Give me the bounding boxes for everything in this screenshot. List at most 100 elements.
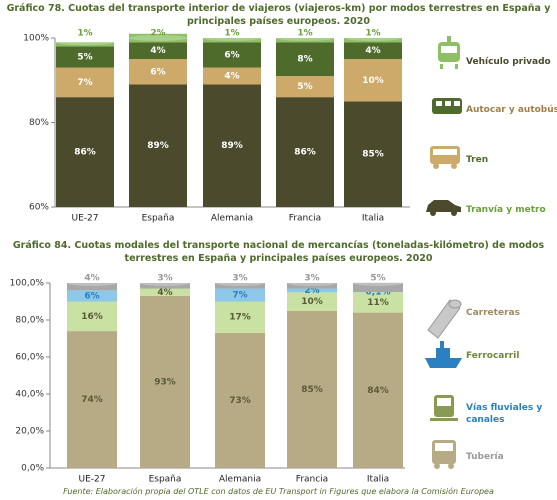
data-label: 3% bbox=[232, 274, 247, 284]
bar-top bbox=[215, 280, 265, 286]
bar-segment bbox=[129, 59, 187, 85]
data-label: 4% bbox=[365, 46, 380, 56]
chart-title: Gráfico 78. Cuotas del transporte interi… bbox=[6, 3, 551, 27]
bar-segment bbox=[276, 76, 334, 98]
data-label: 7% bbox=[77, 78, 92, 88]
icon-ship bbox=[425, 341, 462, 368]
data-label: 1% bbox=[77, 29, 92, 39]
bar-segment bbox=[56, 67, 114, 98]
x-tick-label: UE-27 bbox=[79, 475, 106, 485]
bar-top bbox=[203, 35, 261, 41]
bar-segment bbox=[203, 38, 261, 43]
data-label: 7% bbox=[232, 291, 247, 301]
data-label: 5% bbox=[297, 82, 312, 92]
y-tick-label: 40,0% bbox=[15, 390, 44, 400]
bar-segment bbox=[67, 290, 117, 302]
bar-top bbox=[140, 280, 190, 286]
data-label: 4% bbox=[84, 274, 99, 284]
bar-segment bbox=[140, 288, 190, 296]
x-tick-label: Alemania bbox=[211, 214, 253, 224]
data-label: 4% bbox=[150, 46, 165, 56]
bar-segment bbox=[215, 288, 265, 302]
legend-entry: Tubería bbox=[466, 452, 504, 462]
data-label: 2% bbox=[304, 286, 319, 296]
legend-entry: Vehículo privado bbox=[466, 57, 551, 67]
data-label: 5% bbox=[370, 274, 385, 284]
bar-segment bbox=[203, 42, 261, 68]
data-label: 86% bbox=[294, 148, 316, 158]
data-label: 5% bbox=[77, 53, 92, 63]
bar-segment bbox=[215, 283, 265, 289]
bar-segment bbox=[344, 42, 402, 60]
bar-top bbox=[276, 35, 334, 41]
bar-top bbox=[56, 39, 114, 46]
data-label: 3% bbox=[304, 274, 319, 284]
icon-train bbox=[432, 98, 462, 114]
legend-entry: Tranvía y metro bbox=[466, 205, 546, 215]
legend-entry: Ferrocarril bbox=[466, 351, 520, 361]
data-label: 1% bbox=[224, 29, 239, 39]
bar-top bbox=[129, 35, 187, 41]
data-label: 4% bbox=[224, 72, 239, 82]
data-label: 93% bbox=[154, 377, 176, 387]
data-label: 4% bbox=[157, 288, 172, 298]
legend-entry: Carreteras bbox=[466, 308, 520, 318]
bar-segment bbox=[276, 97, 334, 207]
bar-segment bbox=[344, 101, 402, 207]
y-tick-label: 60% bbox=[29, 203, 49, 213]
data-label: 2% bbox=[150, 29, 165, 39]
data-label: 85% bbox=[301, 385, 323, 395]
icon-pipe bbox=[427, 299, 462, 339]
x-tick-label: Francia bbox=[296, 475, 328, 485]
bar-top bbox=[344, 35, 402, 41]
bar-segment bbox=[140, 295, 190, 468]
data-label: 86% bbox=[74, 148, 96, 158]
bar-segment bbox=[353, 312, 403, 468]
y-tick-label: 60,0% bbox=[15, 353, 44, 363]
bar-top bbox=[353, 280, 403, 286]
bar-segment bbox=[287, 288, 337, 293]
bar-segment bbox=[353, 282, 403, 293]
bar-segment bbox=[67, 301, 117, 332]
data-label: 85% bbox=[362, 150, 384, 160]
bar-segment bbox=[276, 42, 334, 77]
x-tick-label: Italia bbox=[367, 475, 389, 485]
x-tick-label: España bbox=[149, 475, 182, 485]
x-tick-label: UE-27 bbox=[72, 214, 99, 224]
bar-segment bbox=[344, 59, 402, 102]
x-tick-label: Alemania bbox=[219, 475, 261, 485]
y-tick-label: 100,0% bbox=[10, 279, 45, 289]
data-label: 89% bbox=[221, 141, 243, 151]
icon-car bbox=[426, 200, 461, 216]
y-tick-label: 20,0% bbox=[15, 427, 44, 437]
x-tick-label: España bbox=[142, 214, 175, 224]
data-label: 1% bbox=[297, 29, 312, 39]
data-label: 74% bbox=[81, 395, 103, 405]
data-label: 6% bbox=[84, 291, 99, 301]
bar-segment bbox=[287, 283, 337, 289]
bar-top bbox=[67, 280, 117, 286]
bar-segment bbox=[56, 97, 114, 207]
data-label: 17% bbox=[229, 313, 251, 323]
data-label: 0,1% bbox=[366, 288, 391, 298]
x-tick-label: Italia bbox=[362, 214, 384, 224]
bar-segment bbox=[203, 67, 261, 85]
bar-segment bbox=[56, 46, 114, 68]
bar-segment bbox=[344, 38, 402, 43]
bar-segment bbox=[215, 332, 265, 468]
bar-segment bbox=[129, 42, 187, 60]
bar-segment bbox=[353, 292, 403, 313]
data-label: 10% bbox=[301, 297, 323, 307]
data-label: 16% bbox=[81, 312, 103, 322]
bar-segment bbox=[287, 310, 337, 468]
data-label: 10% bbox=[362, 76, 384, 86]
icon-truck bbox=[432, 440, 456, 469]
data-label: 6% bbox=[150, 67, 165, 77]
data-label: 6% bbox=[224, 50, 239, 60]
icon-tram bbox=[438, 36, 460, 69]
bar-segment bbox=[56, 42, 114, 47]
bar-segment bbox=[215, 301, 265, 333]
data-label: 73% bbox=[229, 396, 251, 406]
